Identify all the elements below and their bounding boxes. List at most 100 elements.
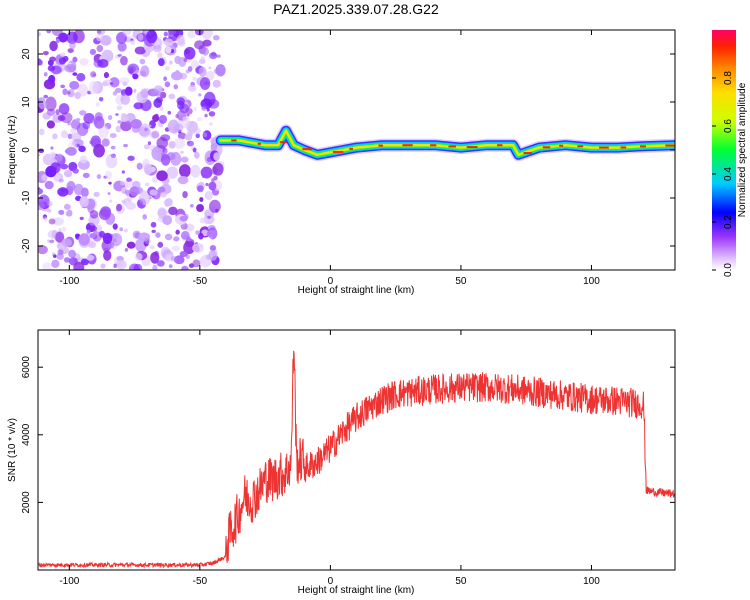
noise-blob — [69, 80, 80, 90]
noise-blob — [164, 254, 174, 262]
noise-blob — [123, 143, 128, 148]
noise-blob — [150, 221, 157, 228]
noise-blob — [185, 107, 193, 115]
noise-blob — [206, 229, 216, 238]
noise-blob — [67, 48, 74, 53]
noise-blob — [42, 262, 52, 270]
bottom-y-tick-label: 2000 — [21, 491, 32, 514]
noise-blob — [127, 155, 135, 161]
colorbar-label: Normalized spectral amplitude — [737, 82, 748, 217]
top-y-tick-label: 20 — [21, 48, 32, 60]
noise-blob — [66, 180, 76, 192]
noise-blob — [134, 46, 146, 55]
noise-blob — [38, 32, 42, 37]
noise-blob — [203, 132, 208, 138]
noise-blob — [142, 214, 147, 220]
noise-blob — [146, 30, 158, 44]
noise-blob — [166, 166, 179, 179]
noise-blob — [45, 96, 57, 112]
noise-blob — [213, 152, 221, 161]
colorbar: 0.0 0.2 0.4 0.6 0.8 Normalized spectral ampl… — [712, 30, 748, 277]
noise-blob — [48, 218, 56, 225]
noise-blob — [198, 58, 206, 65]
noise-blob — [60, 130, 69, 139]
noise-blob — [160, 153, 171, 166]
noise-blob — [156, 137, 169, 149]
noise-blob — [89, 210, 99, 219]
ridge-yellow — [219, 129, 675, 157]
noise-blob — [198, 232, 204, 240]
noise-blob — [82, 172, 90, 179]
noise-blob — [63, 203, 71, 211]
noise-blob — [65, 146, 77, 156]
noise-blob — [208, 122, 213, 126]
noise-blob — [42, 51, 49, 56]
noise-blob — [39, 128, 45, 136]
top-y-axis-label: Frequency (Hz) — [7, 116, 18, 185]
noise-blob — [94, 112, 103, 121]
noise-blob — [60, 84, 66, 89]
noise-blob — [70, 132, 82, 141]
noise-blob — [204, 113, 208, 118]
noise-blob — [189, 204, 194, 208]
noise-blob — [171, 36, 177, 41]
noise-blob — [97, 58, 109, 68]
noise-blob — [46, 208, 52, 213]
noise-blob — [98, 96, 104, 102]
noise-blob — [133, 102, 144, 110]
noise-blob — [73, 261, 85, 270]
noise-blob — [109, 199, 113, 203]
noise-blob — [69, 40, 76, 50]
bottom-x-tick-label: -50 — [193, 576, 208, 587]
noise-blob — [157, 58, 165, 67]
noise-blob — [128, 65, 136, 73]
noise-blob — [157, 241, 164, 248]
noise-blob — [124, 247, 129, 252]
noise-blob — [100, 263, 106, 269]
top-x-tick-label: 100 — [583, 276, 600, 287]
noise-blob — [120, 114, 129, 122]
bottom-x-tick-label: 50 — [455, 576, 467, 587]
noise-blob — [208, 250, 218, 261]
noise-blob — [73, 183, 84, 196]
noise-blob — [79, 196, 89, 208]
noise-blob — [177, 132, 187, 140]
noise-blob — [95, 224, 103, 233]
noise-blob — [89, 233, 96, 239]
noise-blob — [212, 79, 221, 88]
noise-blob — [143, 144, 150, 150]
noise-blob — [152, 114, 160, 122]
noise-blob — [38, 148, 45, 153]
noise-blob — [67, 91, 71, 95]
noise-blob — [79, 155, 88, 164]
noise-blob — [168, 264, 173, 269]
noise-blob — [38, 187, 44, 195]
noise-blob — [132, 73, 139, 80]
noise-blob — [62, 88, 68, 96]
noise-blob — [216, 54, 221, 58]
noise-blob — [108, 181, 112, 185]
noise-blob — [58, 178, 64, 183]
noise-blob — [164, 65, 170, 71]
noise-blob — [151, 229, 156, 234]
noise-blob — [182, 190, 188, 199]
noise-blob — [168, 206, 178, 216]
noise-blob — [88, 225, 98, 232]
noise-blob — [41, 174, 48, 182]
noise-blob — [155, 97, 163, 104]
noise-blob — [55, 109, 60, 115]
noise-blob — [49, 56, 57, 62]
noise-blob — [140, 88, 149, 99]
noise-blob — [49, 151, 56, 159]
noise-blob — [164, 197, 173, 207]
noise-blob — [149, 245, 155, 250]
noise-blob — [102, 232, 113, 245]
noise-blob — [38, 58, 42, 66]
noise-blob — [139, 123, 151, 138]
noise-blob — [61, 189, 66, 193]
noise-blob — [192, 76, 197, 81]
noise-blob — [78, 233, 90, 246]
noise-blob — [157, 52, 163, 59]
noise-blob — [136, 199, 144, 208]
